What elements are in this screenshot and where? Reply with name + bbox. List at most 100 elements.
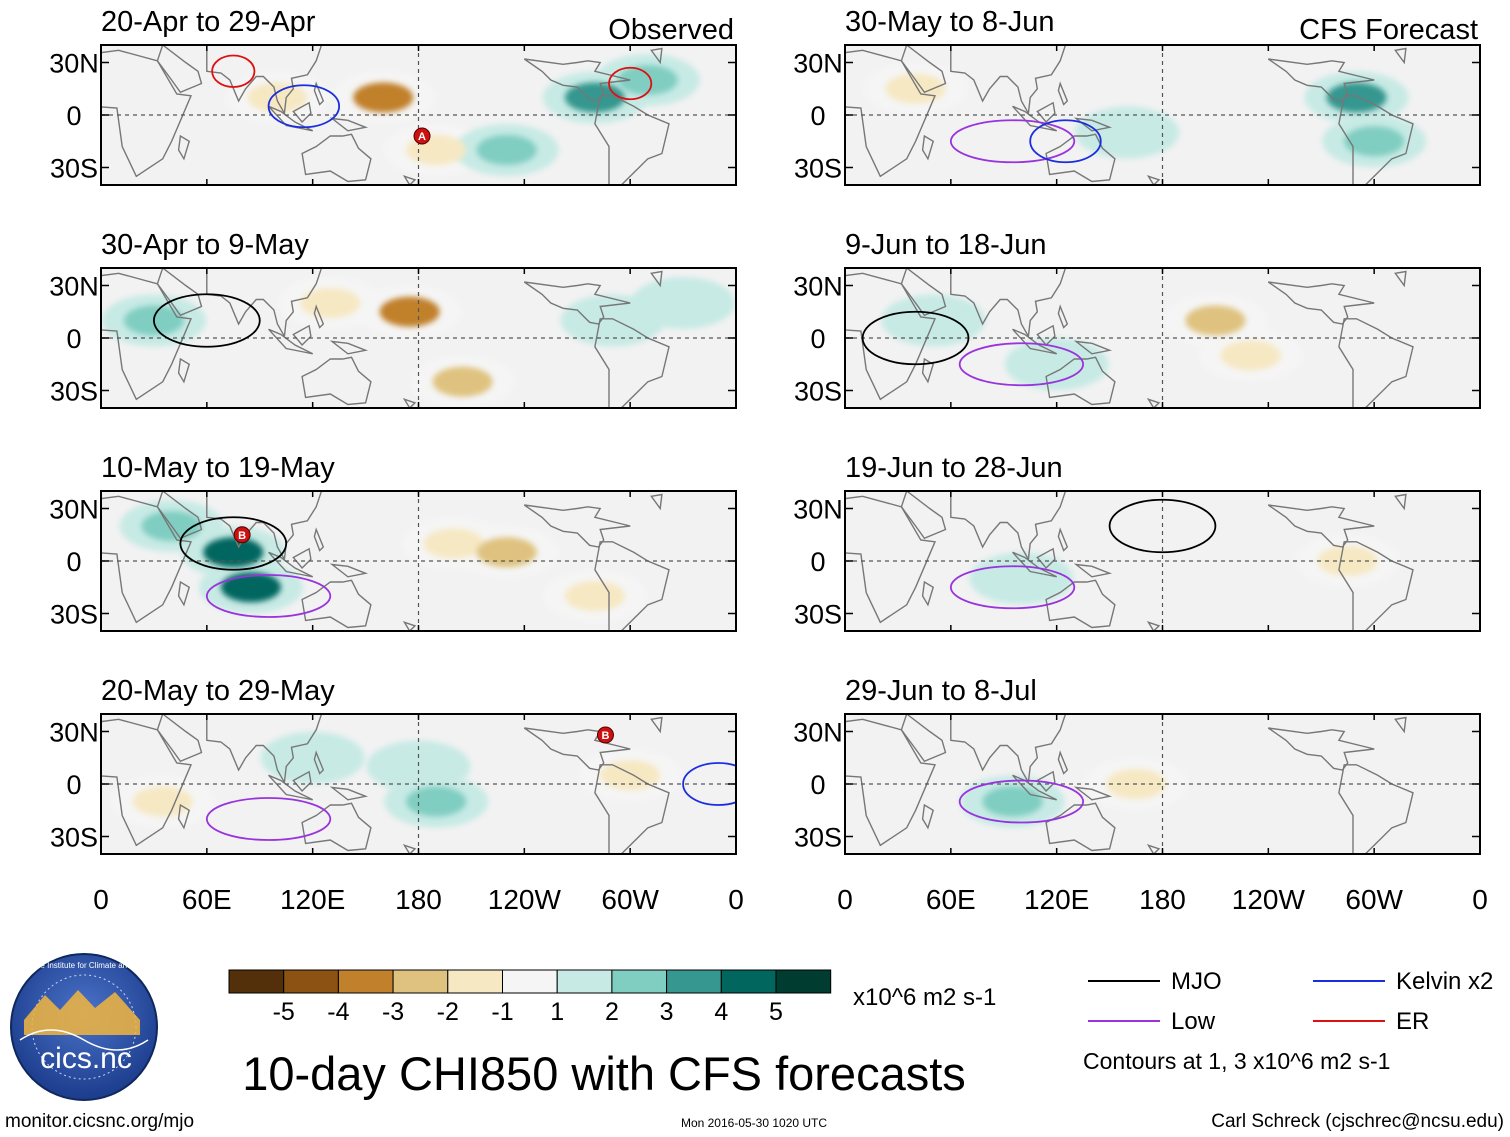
colorbar-label: -5 bbox=[273, 998, 295, 1026]
coastline bbox=[313, 527, 325, 552]
low-contour bbox=[205, 574, 332, 618]
latitude-tick-label: 30S bbox=[50, 154, 98, 184]
longitude-tick-label: 60W bbox=[1345, 884, 1403, 915]
anomaly-core bbox=[300, 288, 361, 318]
anomaly-core bbox=[885, 73, 946, 104]
map-panel: A 30N 0 30S 20-Apr to 29-Apr Observed bbox=[49, 6, 737, 186]
storm-marker: B bbox=[596, 726, 614, 744]
coastline bbox=[523, 58, 631, 102]
longitude-tick-label: 120W bbox=[488, 884, 562, 915]
timestamp: Mon 2016-05-30 1020 UTC bbox=[681, 1116, 827, 1130]
longitude-tick-label: 120E bbox=[1024, 884, 1089, 915]
longitude-tick-label: 120W bbox=[1232, 884, 1306, 915]
low-contour bbox=[958, 779, 1085, 824]
coastline bbox=[1057, 304, 1069, 329]
colorbar-swatch bbox=[447, 969, 503, 994]
coastline bbox=[313, 750, 325, 775]
coastline bbox=[594, 764, 670, 854]
coastline bbox=[292, 101, 312, 124]
longitude-tick-label: 60E bbox=[182, 884, 232, 915]
coastline bbox=[268, 105, 314, 132]
latitude-tick-label: 30N bbox=[793, 49, 843, 79]
latitude-tick-label: 30S bbox=[794, 823, 842, 853]
coastline bbox=[1012, 551, 1058, 578]
coastline bbox=[523, 727, 631, 771]
coastline bbox=[402, 621, 417, 631]
coastline bbox=[594, 95, 670, 185]
coastline bbox=[950, 491, 1067, 562]
panel-period-label: 29-Jun to 8-Jul bbox=[845, 675, 1037, 707]
coastline bbox=[1012, 328, 1058, 355]
colorbar-swatch bbox=[775, 969, 832, 994]
coastline bbox=[329, 786, 369, 801]
svg-text:B: B bbox=[601, 730, 609, 742]
colorbar-label: -4 bbox=[327, 998, 349, 1026]
colorbar-label: 5 bbox=[769, 998, 783, 1026]
longitude-tick-label: 0 bbox=[1472, 884, 1488, 915]
anomaly-core bbox=[1220, 340, 1281, 371]
coastline bbox=[1057, 527, 1069, 552]
coastline bbox=[1394, 493, 1407, 511]
coastline bbox=[1338, 318, 1414, 408]
panel-period-label: 20-May to 29-May bbox=[101, 675, 335, 707]
coastline bbox=[845, 495, 937, 624]
latitude-tick-label: 0 bbox=[66, 770, 81, 800]
mjo-contour bbox=[861, 310, 970, 366]
coastline bbox=[1012, 105, 1058, 132]
coastline bbox=[292, 324, 312, 347]
map-panel: 30N 0 30S 29-Jun to 8-Jul 0 60E 120E 180 120W 60W… bbox=[793, 675, 1488, 915]
coastline bbox=[156, 714, 203, 763]
coastline bbox=[292, 547, 312, 570]
coastline bbox=[313, 304, 325, 329]
latitude-tick-label: 0 bbox=[810, 101, 825, 131]
anomaly-core bbox=[1026, 349, 1087, 380]
coastline bbox=[268, 551, 314, 578]
colorbar-swatch bbox=[283, 969, 339, 994]
coastline bbox=[1338, 764, 1414, 854]
coastline bbox=[950, 268, 1067, 339]
coastline bbox=[900, 45, 947, 94]
colorbar-swatch bbox=[502, 969, 558, 994]
coastline bbox=[523, 281, 631, 325]
anomaly-core bbox=[1344, 126, 1405, 157]
coastline bbox=[329, 340, 369, 355]
panel-period-label: 10-May to 19-May bbox=[101, 452, 335, 484]
latitude-tick-label: 0 bbox=[66, 101, 81, 131]
coastline bbox=[1146, 844, 1161, 854]
latitude-tick-label: 30S bbox=[50, 377, 98, 407]
svg-text:A: A bbox=[418, 131, 426, 143]
colorbar-swatch bbox=[228, 969, 285, 994]
coastline bbox=[1146, 175, 1161, 185]
coastline bbox=[301, 579, 372, 629]
mjo-contour bbox=[1108, 498, 1217, 554]
latitude-tick-label: 30N bbox=[49, 49, 99, 79]
storm-marker: B bbox=[233, 526, 251, 544]
colorbar-label: -3 bbox=[382, 998, 404, 1026]
coastline bbox=[1267, 727, 1375, 771]
coastline bbox=[402, 844, 417, 854]
low-legend-label: Low bbox=[1171, 1008, 1216, 1035]
line-legend: MJO Kelvin x2 Low ER bbox=[1088, 968, 1493, 1035]
coastline bbox=[329, 117, 369, 132]
colorbar-swatch bbox=[392, 969, 449, 994]
mjo-legend-label: MJO bbox=[1171, 968, 1222, 995]
colorbar-label: 3 bbox=[660, 998, 674, 1026]
panel-period-label: 19-Jun to 28-Jun bbox=[845, 452, 1063, 484]
colorbar-label: 2 bbox=[605, 998, 619, 1026]
anomaly-core bbox=[1326, 82, 1387, 113]
logo-text: cics.nc bbox=[40, 1042, 132, 1075]
anomaly-core bbox=[132, 786, 193, 817]
storm-marker: A bbox=[413, 127, 431, 145]
coastline bbox=[301, 133, 372, 183]
coastline bbox=[650, 47, 663, 65]
coastline bbox=[1073, 786, 1113, 801]
coastline bbox=[950, 45, 1067, 116]
longitude-tick-label: 0 bbox=[728, 884, 744, 915]
coastline bbox=[329, 563, 369, 578]
kelvin-contour bbox=[682, 762, 736, 806]
low-contour bbox=[958, 342, 1085, 387]
latitude-tick-label: 30N bbox=[49, 495, 99, 525]
coastline bbox=[177, 134, 191, 161]
credit: Carl Schreck (cjschrec@ncsu.edu) bbox=[1211, 1111, 1504, 1132]
